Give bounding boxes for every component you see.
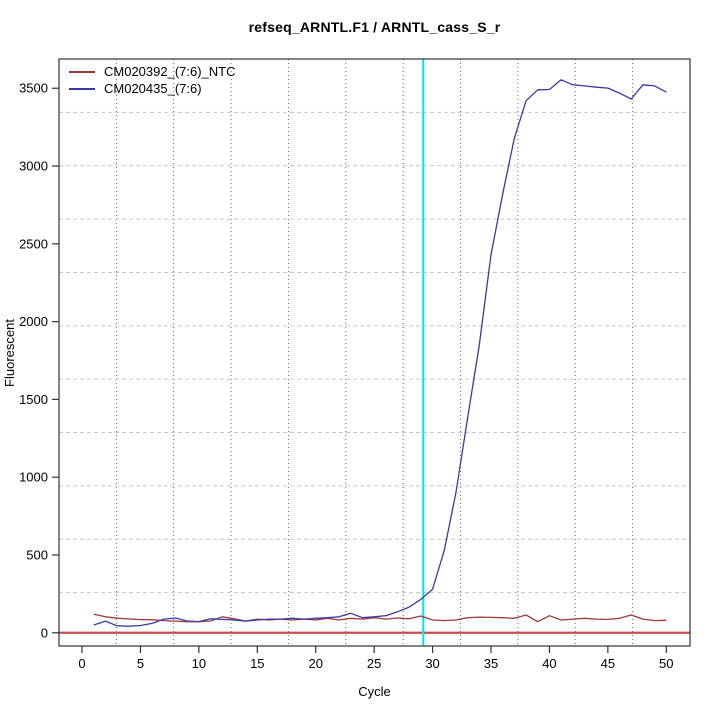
legend-label-sample: CM020435_(7:6) bbox=[104, 81, 202, 96]
plot-box bbox=[58, 58, 691, 647]
legend-line-swatch-blue bbox=[69, 87, 95, 90]
y-tick-label: 500 bbox=[26, 547, 48, 562]
y-tick-label: 2000 bbox=[19, 314, 48, 329]
x-tick-label: 40 bbox=[542, 656, 556, 671]
x-tick-label: 45 bbox=[601, 656, 615, 671]
x-tick-label: 0 bbox=[78, 656, 85, 671]
x-tick-label: 15 bbox=[250, 656, 264, 671]
x-tick-label: 25 bbox=[367, 656, 381, 671]
x-tick-label: 20 bbox=[308, 656, 322, 671]
legend-label-ntc: CM020392_(7:6)_NTC bbox=[104, 64, 236, 79]
x-tick-label: 30 bbox=[425, 656, 439, 671]
x-tick-label: 50 bbox=[659, 656, 673, 671]
legend: CM020392_(7:6)_NTC CM020435_(7:6) bbox=[69, 64, 236, 96]
x-tick-label: 5 bbox=[137, 656, 144, 671]
x-tick-label: 35 bbox=[484, 656, 498, 671]
y-axis-label: Fluorescent bbox=[2, 319, 17, 387]
chart-title: refseq_ARNTL.F1 / ARNTL_cass_S_r bbox=[248, 19, 501, 35]
y-tick-label: 2500 bbox=[19, 236, 48, 251]
legend-item-sample: CM020435_(7:6) bbox=[69, 81, 236, 96]
y-tick-label: 3500 bbox=[19, 81, 48, 96]
series-0 bbox=[93, 613, 667, 623]
legend-item-ntc: CM020392_(7:6)_NTC bbox=[69, 64, 236, 79]
y-tick-label: 1000 bbox=[19, 470, 48, 485]
y-tick-label: 3000 bbox=[19, 159, 48, 174]
legend-line-swatch-red bbox=[69, 70, 95, 73]
y-tick-label: 1500 bbox=[19, 392, 48, 407]
x-tick-label: 10 bbox=[192, 656, 206, 671]
x-axis-label: Cycle bbox=[358, 684, 391, 699]
series-1 bbox=[93, 79, 667, 627]
y-tick-label: 0 bbox=[41, 625, 48, 640]
